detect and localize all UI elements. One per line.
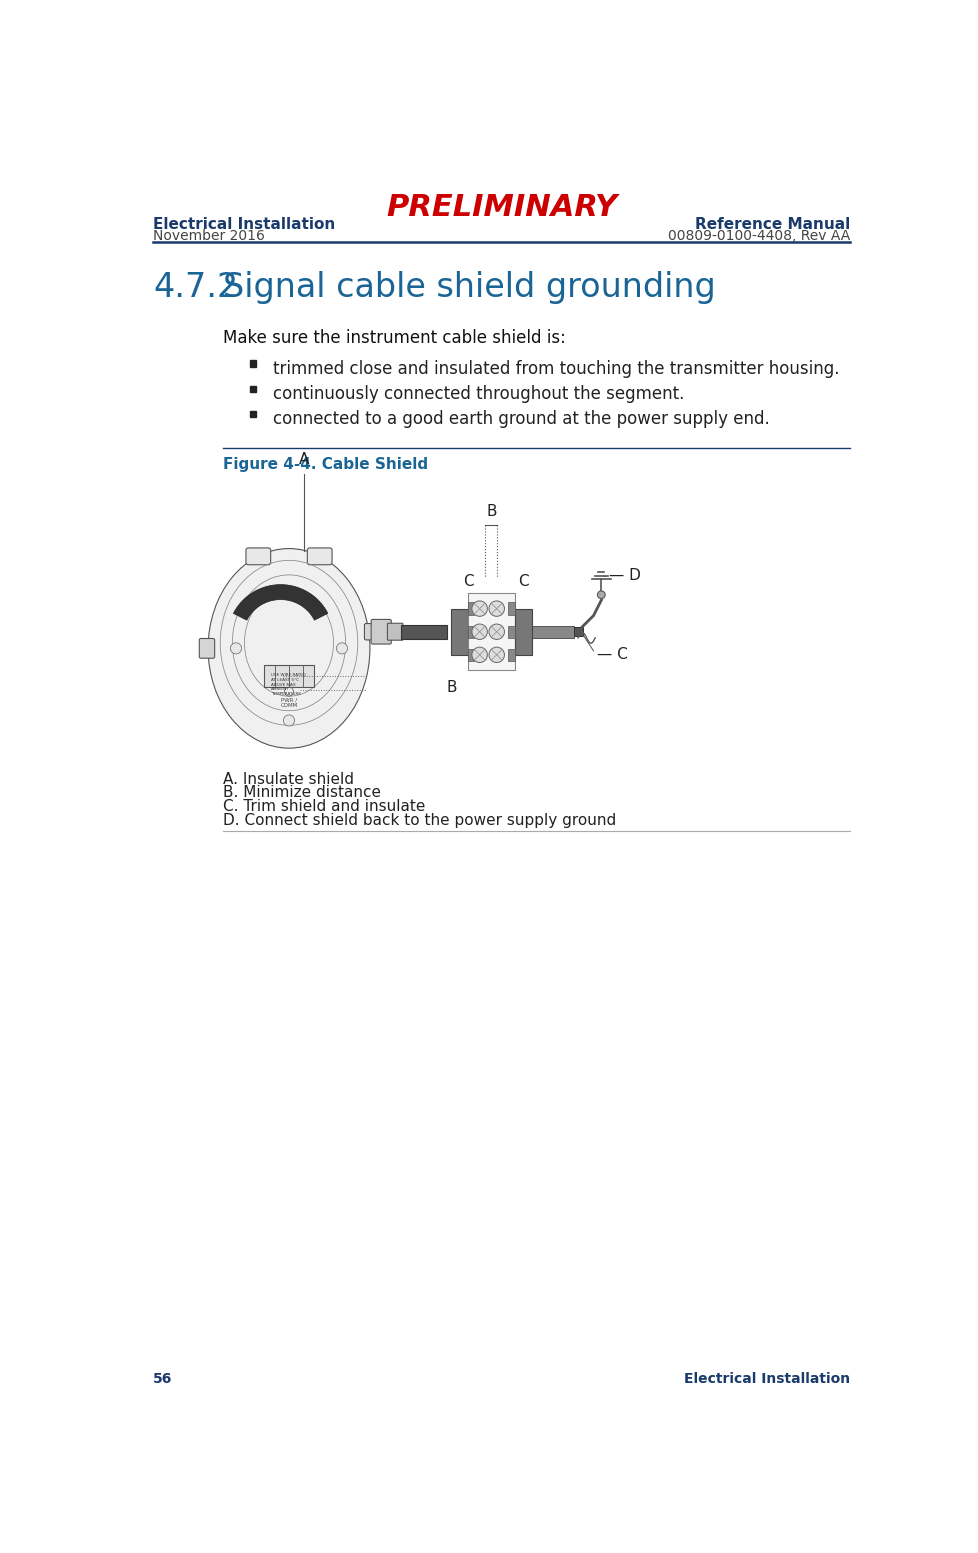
- Bar: [574, 627, 583, 637]
- FancyBboxPatch shape: [371, 620, 391, 644]
- Text: Make sure the instrument cable shield is:: Make sure the instrument cable shield is…: [223, 329, 565, 346]
- Bar: [250, 360, 256, 367]
- Text: D. Connect shield back to the power supply ground: D. Connect shield back to the power supp…: [223, 814, 616, 828]
- FancyBboxPatch shape: [364, 624, 382, 640]
- Text: USE WIRE RATED
AT LEAST 5°C
ABOVE MAX
AMBIENT
TEMPERATURE: USE WIRE RATED AT LEAST 5°C ABOVE MAX AM…: [271, 674, 306, 696]
- FancyBboxPatch shape: [387, 623, 403, 640]
- FancyBboxPatch shape: [200, 638, 214, 658]
- Text: continuously connected throughout the segment.: continuously connected throughout the se…: [273, 385, 685, 404]
- Text: Figure 4-4. Cable Shield: Figure 4-4. Cable Shield: [223, 458, 427, 472]
- Text: A. Insulate shield: A. Insulate shield: [223, 772, 354, 786]
- Bar: [467, 603, 473, 615]
- Bar: [514, 609, 531, 655]
- Text: Electrical Installation: Electrical Installation: [684, 1373, 849, 1387]
- Bar: [264, 665, 314, 686]
- Text: PWR /
COMM: PWR / COMM: [280, 697, 297, 708]
- Text: connected to a good earth ground at the power supply end.: connected to a good earth ground at the …: [273, 410, 770, 429]
- Text: — D: — D: [608, 568, 641, 582]
- Ellipse shape: [208, 548, 370, 749]
- Text: PRELIMINARY: PRELIMINARY: [385, 193, 617, 222]
- Bar: [451, 609, 467, 655]
- Text: B. Minimize distance: B. Minimize distance: [223, 786, 380, 800]
- Circle shape: [230, 643, 242, 654]
- Circle shape: [597, 592, 604, 598]
- Bar: [467, 593, 514, 671]
- Text: B: B: [485, 505, 496, 519]
- FancyBboxPatch shape: [307, 548, 332, 565]
- Text: — C: — C: [597, 648, 628, 662]
- Circle shape: [488, 648, 504, 663]
- Bar: [531, 626, 574, 638]
- Text: 00809-0100-4408, Rev AA: 00809-0100-4408, Rev AA: [667, 230, 849, 244]
- Circle shape: [471, 624, 487, 640]
- Circle shape: [471, 648, 487, 663]
- Bar: [467, 649, 473, 662]
- Text: B: B: [446, 680, 457, 694]
- Text: 56: 56: [154, 1373, 172, 1387]
- Text: 4.7.2: 4.7.2: [154, 272, 239, 304]
- Polygon shape: [233, 584, 328, 620]
- Bar: [508, 626, 514, 638]
- Text: Electrical Installation: Electrical Installation: [154, 217, 335, 231]
- Bar: [400, 624, 447, 638]
- Bar: [467, 626, 473, 638]
- Text: C: C: [463, 575, 472, 590]
- Text: C. Trim shield and insulate: C. Trim shield and insulate: [223, 800, 425, 814]
- Text: November 2016: November 2016: [154, 230, 265, 244]
- FancyBboxPatch shape: [245, 548, 270, 565]
- Text: Signal cable shield grounding: Signal cable shield grounding: [223, 272, 715, 304]
- Bar: [508, 603, 514, 615]
- Text: Reference Manual: Reference Manual: [694, 217, 849, 231]
- Circle shape: [488, 624, 504, 640]
- Bar: [250, 385, 256, 391]
- Bar: [508, 649, 514, 662]
- Circle shape: [283, 714, 294, 725]
- Text: A: A: [299, 452, 309, 467]
- Bar: [250, 412, 256, 418]
- Text: trimmed close and insulated from touching the transmitter housing.: trimmed close and insulated from touchin…: [273, 360, 839, 377]
- Circle shape: [488, 601, 504, 617]
- Circle shape: [471, 601, 487, 617]
- Text: C: C: [517, 575, 528, 590]
- Circle shape: [336, 643, 347, 654]
